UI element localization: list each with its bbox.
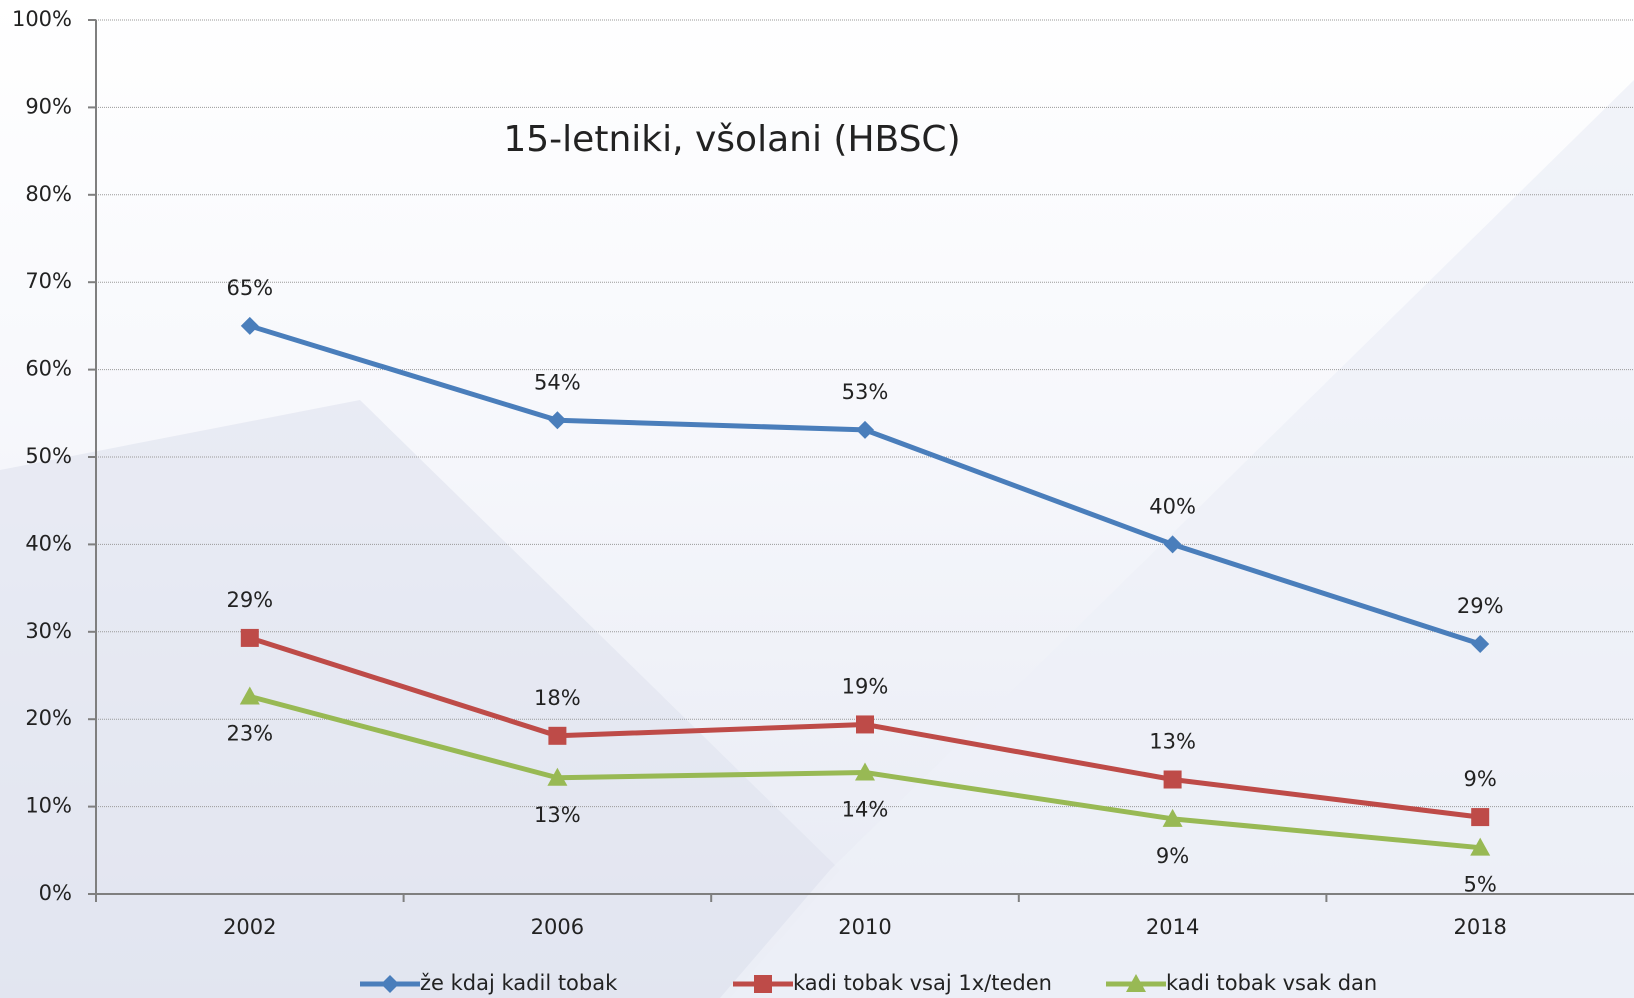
legend-label: kadi tobak vsaj 1x/teden — [793, 971, 1052, 995]
x-tick-label: 2014 — [1146, 915, 1199, 939]
data-point — [856, 715, 874, 734]
data-point — [239, 686, 260, 705]
y-tick-label: 100% — [12, 7, 72, 31]
data-label: 19% — [842, 674, 889, 698]
y-tick-label: 80% — [25, 182, 72, 206]
data-point — [855, 762, 875, 781]
legend-marker — [754, 975, 772, 993]
data-label: 65% — [226, 276, 273, 300]
data-label: 29% — [1457, 594, 1504, 618]
data-label: 54% — [534, 370, 581, 394]
data-point — [1470, 837, 1491, 856]
data-point — [1471, 635, 1490, 654]
data-label: 29% — [226, 588, 273, 612]
decor — [720, 80, 1634, 998]
data-point — [240, 628, 259, 647]
y-tick-label: 40% — [25, 531, 72, 555]
y-tick-label: 50% — [25, 444, 72, 468]
data-label: 53% — [842, 380, 889, 404]
data-point — [1163, 770, 1182, 789]
data-label: 13% — [534, 803, 581, 827]
x-tick-label: 2002 — [223, 915, 276, 939]
data-label: 5% — [1464, 873, 1497, 897]
y-tick-label: 30% — [25, 619, 72, 643]
data-label: 14% — [842, 798, 889, 822]
data-label: 18% — [534, 686, 581, 710]
decor — [0, 400, 840, 998]
data-point — [1162, 808, 1183, 827]
data-label: 9% — [1464, 767, 1497, 791]
legend-marker — [381, 975, 399, 993]
x-tick-label: 2006 — [531, 915, 584, 939]
data-label: 13% — [1149, 730, 1196, 754]
data-label: 9% — [1156, 844, 1189, 868]
x-tick-label: 2018 — [1453, 915, 1506, 939]
y-tick-label: 90% — [25, 94, 72, 118]
y-tick-label: 70% — [25, 269, 72, 293]
data-point — [1471, 808, 1490, 827]
data-point — [547, 767, 568, 786]
legend-label: že kdaj kadil tobak — [420, 971, 618, 995]
legend-marker — [1126, 974, 1146, 992]
data-point — [856, 420, 874, 439]
y-tick-label: 0% — [39, 881, 72, 905]
data-label: 23% — [226, 721, 273, 745]
data-label: 40% — [1149, 494, 1196, 518]
x-tick-label: 2010 — [838, 915, 891, 939]
legend-label: kadi tobak vsak dan — [1166, 971, 1377, 995]
y-tick-label: 20% — [25, 706, 72, 730]
y-tick-label: 60% — [25, 357, 72, 381]
data-point — [548, 726, 567, 745]
y-tick-label: 10% — [25, 794, 72, 818]
chart-title: 15-letniki, všolani (HBSC) — [503, 119, 960, 160]
data-point — [548, 411, 567, 430]
data-point — [1163, 535, 1182, 554]
data-point — [240, 316, 259, 335]
